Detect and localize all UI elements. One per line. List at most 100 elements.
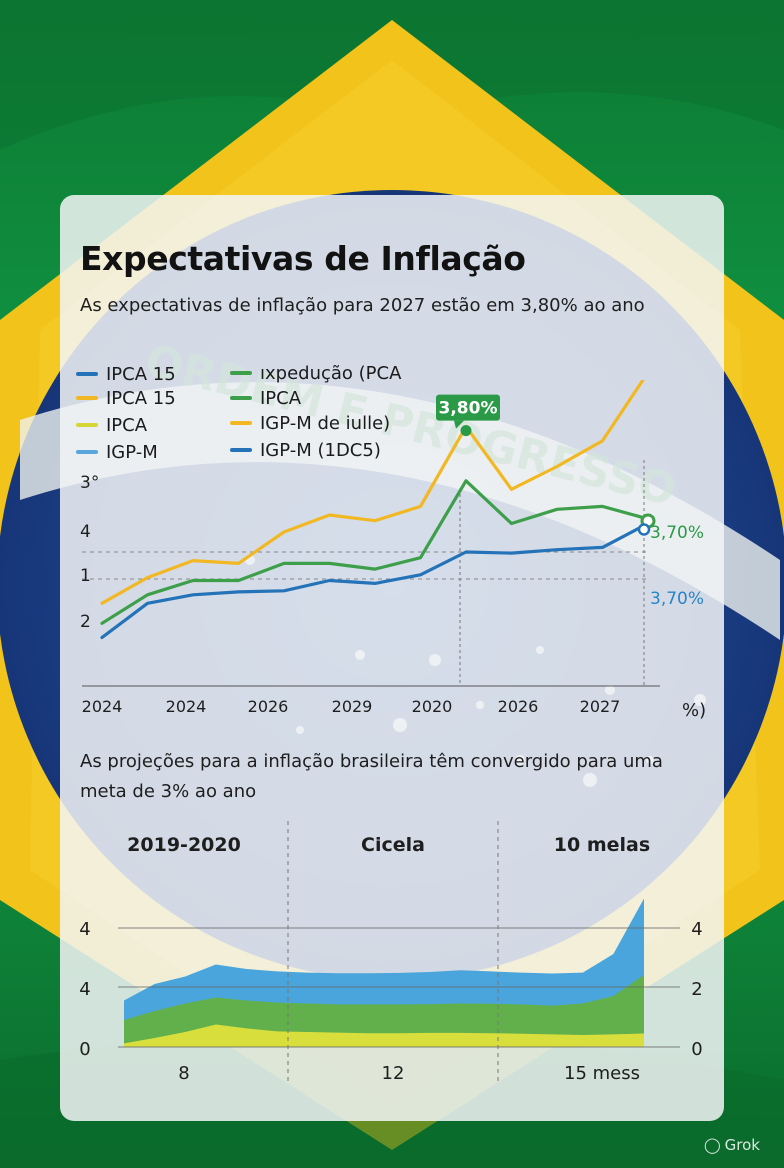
data-point	[328, 579, 331, 582]
legend-item-5: ıxpedução (PCA	[230, 361, 401, 385]
legend-swatch-4	[76, 450, 98, 454]
grok-watermark: ◯ Grok	[704, 1136, 760, 1154]
chart-subtitle: As expectativas de inflação para 2027 es…	[80, 295, 645, 316]
data-point	[146, 576, 149, 579]
data-point	[601, 439, 604, 443]
data-point	[373, 519, 377, 522]
legend-swatch-5	[230, 371, 252, 375]
x-tick-label: 2020	[412, 697, 453, 716]
data-point	[328, 562, 331, 565]
legend-label-1: IPCA 15	[106, 363, 176, 385]
x-tick-label: 12	[382, 1063, 405, 1084]
data-point	[100, 622, 104, 625]
section-label: 10 melas	[554, 834, 650, 856]
watermark-text: Grok	[724, 1136, 760, 1154]
data-point	[282, 562, 286, 565]
x-tick-label: 2029	[332, 697, 373, 716]
data-point	[237, 590, 240, 594]
annotation-box	[436, 394, 500, 421]
data-point	[191, 593, 195, 596]
x-tick-label: 15 mess	[564, 1063, 640, 1084]
legend-swatch-7	[230, 421, 252, 425]
grok-logo-icon: ◯	[703, 1136, 721, 1154]
legend-item-8: IGP-M (1DC5)	[230, 438, 381, 462]
annotation-green-value: 3,70%	[650, 523, 704, 543]
legend-item-2: IPCA 15	[76, 386, 176, 410]
data-point	[100, 602, 104, 605]
x-tick-label: 2024	[166, 697, 207, 716]
data-point	[601, 546, 604, 549]
end-marker-blue	[637, 523, 651, 536]
data-point	[510, 488, 513, 491]
section-label: 2019-2020	[127, 834, 241, 856]
legend-label-5: ıxpedução (PCA	[260, 362, 402, 384]
data-point	[146, 602, 149, 605]
data-point	[100, 636, 104, 639]
data-point	[555, 548, 559, 551]
annotation-label: 3,80%	[439, 399, 498, 419]
legend-item-7: IGP-M de iulle)	[230, 411, 390, 435]
annotation-peak: 3,80%	[436, 394, 500, 429]
data-point	[146, 593, 149, 596]
y-right-label: 0	[691, 1039, 702, 1060]
data-point	[419, 556, 422, 559]
legend-swatch-1	[76, 372, 98, 376]
y-right-label: 2	[691, 979, 702, 1000]
x-tick-label: 2026	[498, 697, 539, 716]
chart-title: Expectativas de Inflação	[80, 239, 526, 278]
x-tick-label: 8	[178, 1063, 189, 1084]
section-label: Cicela	[361, 834, 425, 856]
data-point	[464, 479, 468, 482]
annotation-blue-value: 3,70%	[650, 589, 704, 609]
data-point	[510, 522, 513, 525]
data-point	[191, 559, 195, 562]
y-tick-label: 2	[80, 612, 91, 632]
data-point	[419, 573, 422, 576]
area-chart-description: As projeções para a inflação brasileira …	[80, 751, 663, 802]
infographic-card: Expectativas de Inflação As expectativas…	[60, 195, 724, 1121]
legend-swatch-6	[230, 396, 252, 400]
area-band-verde	[124, 975, 644, 1047]
data-point	[237, 579, 240, 582]
legend-label-7: IGP-M de iulle)	[260, 412, 391, 434]
legend-item-4: IGP-M	[76, 440, 158, 464]
area-band-amarela	[124, 1024, 644, 1047]
series-line-azul	[100, 521, 650, 640]
line-chart: 3° 4 1 2 2024 2024 2026 2029 2020 2026 2027 3,80%…	[80, 380, 706, 720]
data-point	[373, 567, 377, 571]
area-chart: 2019-2020 Cicela 10 melas 4 4 0 4 2 0 8 12 15 mess	[79, 821, 703, 1084]
data-point	[601, 505, 604, 508]
x-tick-label: 2024	[82, 697, 123, 716]
data-point	[555, 508, 559, 511]
legend-item-3: IPCA	[76, 413, 147, 437]
legend-swatch-8	[230, 448, 252, 452]
legend-label-8: IGP-M (1DC5)	[260, 439, 381, 461]
legend-label-3: IPCA	[106, 414, 148, 436]
x-tick-label: 2027	[580, 697, 621, 716]
data-point	[555, 465, 559, 468]
peak-marker	[460, 425, 472, 437]
axis-unit-label: %)	[682, 700, 706, 720]
y-right-label: 4	[691, 919, 702, 940]
data-point	[282, 589, 286, 592]
legend-swatch-3	[76, 423, 98, 427]
legend-item-6: IPCA	[230, 386, 301, 410]
y-left-label: 4	[79, 919, 90, 940]
data-point	[464, 550, 468, 554]
y-tick-label: 4	[80, 522, 91, 542]
y-tick-label: 1	[80, 566, 91, 586]
y-left-label: 0	[79, 1039, 90, 1060]
data-point	[328, 513, 331, 517]
y-tick-label: 3°	[80, 473, 99, 493]
series-line-verde	[100, 479, 650, 625]
y-left-label: 4	[79, 979, 90, 1000]
legend-item-1: IPCA 15	[76, 362, 176, 386]
legend-label-2: IPCA 15	[106, 387, 176, 409]
legend-swatch-2	[76, 396, 98, 400]
annotation-pointer	[454, 420, 464, 429]
data-point	[191, 579, 195, 582]
data-point	[282, 530, 286, 534]
x-tick-label: 2026	[248, 697, 289, 716]
data-point	[419, 505, 422, 508]
data-point	[510, 551, 513, 555]
